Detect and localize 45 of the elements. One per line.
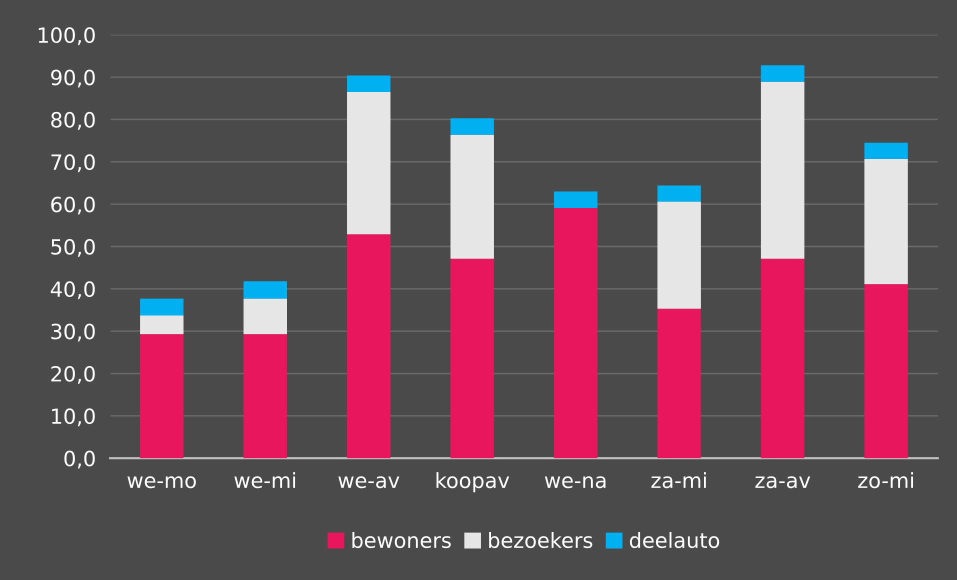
bar [244, 281, 287, 299]
bar [864, 284, 908, 458]
bar [864, 158, 908, 284]
bar [657, 308, 701, 458]
y-tick-label: 70,0 [51, 154, 95, 172]
bar [657, 202, 701, 309]
y-tick-label: 20,0 [51, 366, 95, 384]
y-tick-label: 90,0 [51, 70, 95, 88]
y-tick-label: 80,0 [51, 112, 95, 130]
bar [450, 134, 494, 259]
x-tick-label: we-mi [234, 472, 296, 488]
bar [347, 234, 390, 458]
bar [140, 298, 184, 316]
x-tick-label: zo-mi [858, 472, 914, 488]
y-tick-label: 40,0 [50, 281, 95, 300]
x-tick-label: za-av [755, 476, 810, 488]
bar [140, 334, 184, 458]
y-tick-label: 0,0 [64, 450, 95, 469]
y-tick-label: 30,0 [51, 324, 95, 342]
x-tick-label: we-na [544, 476, 606, 488]
bar [244, 334, 287, 458]
bar [140, 316, 184, 334]
bar [347, 75, 390, 92]
bar [864, 142, 908, 159]
x-tick-label: koopav [436, 472, 510, 492]
y-tick-label: 100,0 [38, 27, 95, 46]
y-tick-label: 10,0 [52, 408, 95, 426]
bar [760, 82, 804, 259]
bar [554, 191, 598, 208]
legend-label: bezoekers [489, 532, 592, 548]
x-tick-label: we-av [338, 476, 400, 488]
bar [760, 258, 804, 458]
y-tick-label: 60,0 [51, 196, 95, 214]
bar [657, 186, 701, 202]
bar [244, 298, 287, 334]
bar [450, 118, 494, 135]
y-tick-label: 50,0 [51, 238, 95, 257]
bar [554, 208, 598, 458]
legend-label: bewoners [352, 532, 451, 548]
bar [450, 258, 494, 458]
x-tick-label: we-mo [127, 476, 196, 488]
bar [760, 65, 804, 82]
legend-label: deelauto [630, 532, 720, 548]
x-tick-label: za-mi [651, 472, 706, 488]
bar [347, 92, 390, 234]
